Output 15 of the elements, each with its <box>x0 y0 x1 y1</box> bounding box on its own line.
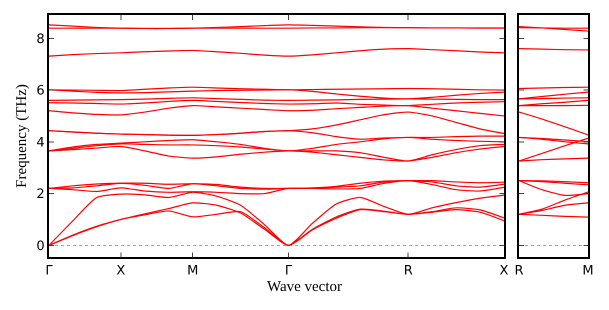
x-axis-title: Wave vector <box>267 279 342 295</box>
y-axis-title: Frequency (THz) <box>14 84 30 188</box>
x-tick-label: Γ <box>45 263 54 278</box>
x-tick-label: R <box>404 263 413 278</box>
y-tick-label: 2 <box>36 187 45 202</box>
y-tick-label: 4 <box>36 135 45 150</box>
x-tick-label: X <box>500 263 509 278</box>
y-tick-label: 6 <box>36 84 45 99</box>
x-tick-label: M <box>582 263 594 278</box>
x-tick-label: R <box>514 263 524 278</box>
y-tick-label: 0 <box>36 238 45 254</box>
x-tick-label: X <box>116 263 126 278</box>
x-tick-label: M <box>187 263 198 278</box>
x-tick-label: Γ <box>284 263 293 278</box>
y-tick-label: 8 <box>36 32 45 47</box>
